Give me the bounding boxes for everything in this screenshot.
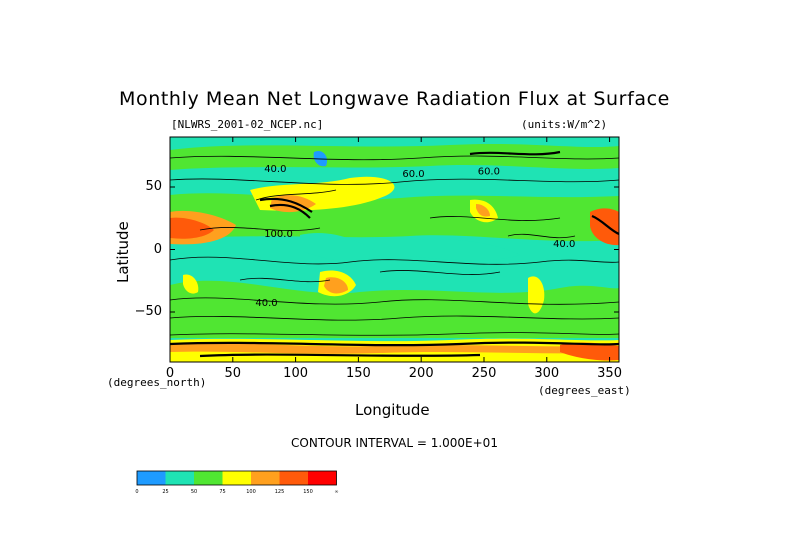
x-tick-label: 100 — [283, 366, 309, 381]
chart-title: Monthly Mean Net Longwave Radiation Flux… — [119, 88, 670, 110]
colorbar-swatch — [308, 471, 337, 485]
x-tick-label: 250 — [471, 366, 497, 381]
y-tick-label: 50 — [145, 179, 162, 194]
y-unit-label: (degrees_north) — [107, 376, 207, 389]
contour-label: 100.0 — [264, 229, 293, 240]
east-pacific-region — [410, 239, 520, 261]
contour-label: 60.0 — [402, 169, 424, 180]
x-tick-label: 300 — [534, 366, 560, 381]
antarctic-edge — [170, 342, 619, 354]
southern-ocean-band — [170, 280, 619, 338]
colorbar-frame — [136, 470, 337, 486]
contour-label: 40.0 — [255, 298, 277, 309]
contour-label: 40.0 — [264, 164, 286, 175]
northern-subtropic-band — [170, 193, 619, 242]
australia-inner — [324, 277, 348, 294]
y-tick-label: −50 — [134, 304, 162, 319]
arctic-band — [170, 143, 619, 170]
colorbar-swatch — [279, 471, 308, 485]
great-basin — [476, 204, 490, 217]
contour-label: 40.0 — [553, 239, 575, 250]
weddell-region — [560, 342, 619, 361]
contour-interval-label: CONTOUR INTERVAL = 1.000E+01 — [291, 436, 498, 450]
colorbar-swatch — [222, 471, 251, 485]
contour-label-layer: 40.0 60.0 40.0 60.0 100.0 40.0 — [255, 164, 575, 309]
colorbar-swatch — [165, 471, 194, 485]
dense-contour-bands — [170, 150, 619, 358]
colorbar-label: 125 — [274, 489, 285, 495]
colorbar-label: 75 — [219, 489, 226, 495]
colorbar-label: 50 — [190, 489, 198, 495]
colorbar-label: 0 — [135, 489, 139, 495]
axis-ticks — [169, 137, 619, 362]
pacific-warm-pool — [300, 232, 380, 262]
colorbar — [136, 470, 337, 486]
colorbar-label: ∞ — [334, 489, 339, 495]
x-unit-label: (degrees_east) — [538, 384, 631, 397]
colorbar-swatch — [194, 471, 223, 485]
x-axis-label: Longitude — [355, 401, 430, 419]
y-axis-label: Latitude — [114, 221, 132, 283]
contour-label: 60.0 — [478, 167, 500, 178]
map-field — [170, 137, 619, 362]
source-file-label: [NLWRS_2001-02_NCEP.nc] — [171, 118, 324, 131]
colorbar-label: 100 — [246, 489, 256, 495]
sahara-core — [170, 217, 214, 239]
units-label: (units:W/m^2) — [521, 118, 608, 131]
y-tick-label: 0 — [153, 241, 162, 257]
colorbar-label: 25 — [162, 489, 169, 495]
colorbar-swatch — [137, 471, 166, 485]
x-tick-label: 0 — [165, 366, 175, 381]
x-tick-label: 200 — [408, 366, 434, 381]
colorbar-label: 150 — [303, 489, 313, 495]
south-africa — [183, 274, 199, 294]
x-tick-label: 350 — [597, 366, 622, 381]
x-tick-label: 50 — [224, 366, 242, 381]
colorbar-swatch — [251, 471, 280, 485]
x-tick-label: 150 — [345, 366, 371, 381]
contour-lines — [170, 155, 619, 336]
